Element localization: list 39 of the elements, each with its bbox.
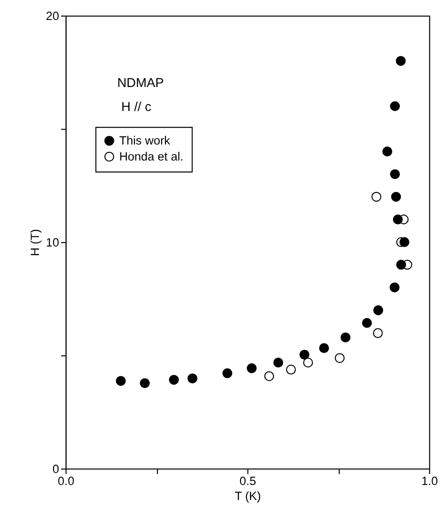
annotation: H // c — [121, 98, 152, 114]
x-tick-label: 1.0 — [421, 474, 438, 488]
point — [334, 353, 345, 363]
x-tick-label: 0.0 — [58, 474, 75, 488]
point — [390, 282, 400, 292]
annotation: NDMAP — [117, 75, 164, 90]
point — [390, 169, 400, 180]
point — [382, 146, 392, 156]
y-tick-label: 10 — [46, 236, 60, 250]
point — [399, 237, 410, 248]
point — [116, 376, 126, 386]
point — [140, 378, 150, 388]
x-axis-title: T (K) — [234, 488, 261, 503]
y-tick-label: 20 — [46, 9, 60, 24]
point — [396, 260, 406, 270]
y-tick-label: 0 — [52, 462, 60, 476]
point — [396, 56, 406, 66]
y-axis-title: H (T) — [28, 228, 42, 256]
point — [391, 192, 401, 202]
point — [303, 358, 313, 368]
point — [371, 192, 382, 202]
point — [299, 350, 310, 360]
point — [168, 374, 179, 385]
x-tick-label: 0.5 — [240, 474, 256, 488]
point — [222, 368, 232, 378]
point — [246, 363, 257, 374]
point — [392, 214, 403, 224]
point — [286, 364, 296, 375]
point — [390, 101, 400, 112]
legend-label: This work — [119, 134, 170, 148]
point — [362, 318, 372, 328]
point — [340, 332, 350, 342]
point — [264, 371, 274, 382]
legend-label: Honda et al. — [119, 150, 184, 164]
point — [372, 328, 383, 338]
point — [373, 305, 384, 316]
point — [319, 343, 329, 354]
point — [273, 358, 284, 368]
point — [188, 373, 198, 384]
